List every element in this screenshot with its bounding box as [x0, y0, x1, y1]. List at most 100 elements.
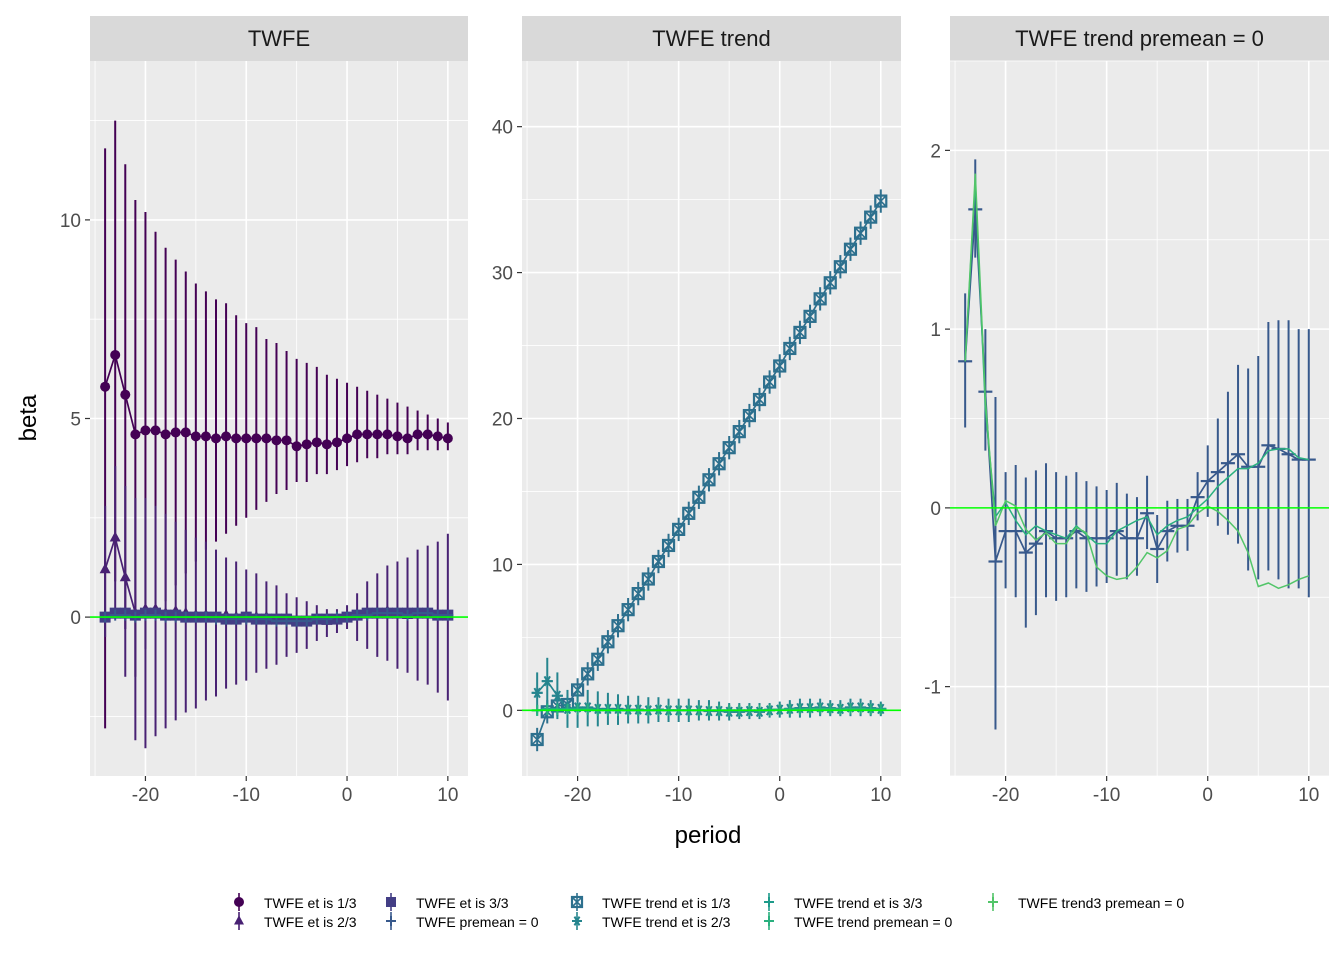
- data-point: [301, 439, 312, 450]
- series-3: [964, 173, 1310, 590]
- data-point: [231, 433, 242, 444]
- data-point: [551, 690, 563, 702]
- data-point: [221, 431, 232, 442]
- data-point: [874, 194, 888, 208]
- x-tick-label: -20: [564, 785, 591, 806]
- data-point: [130, 429, 141, 440]
- legend-label: TWFE trend3 premean = 0: [1018, 895, 1184, 911]
- data-point: [732, 425, 746, 439]
- data-point: [260, 613, 272, 625]
- data-point: [442, 609, 454, 621]
- data-point: [250, 613, 262, 625]
- data-point: [109, 609, 121, 621]
- legend-label: TWFE et is 2/3: [264, 914, 357, 930]
- x-tick-label: -20: [132, 785, 159, 806]
- data-point: [230, 613, 242, 625]
- data-point: [712, 457, 726, 471]
- data-point: [241, 433, 252, 444]
- legend-entry: TWFE et is 2/3: [234, 912, 357, 930]
- data-point: [281, 435, 292, 446]
- data-point: [844, 703, 856, 715]
- facet-panel-1: TWFE -20 -10 0 10 0 5 10: [60, 16, 468, 806]
- legend-label: TWFE trend et is 1/3: [602, 895, 731, 911]
- y-tick-label: 40: [492, 118, 513, 139]
- data-point: [531, 687, 543, 699]
- legend: TWFE et is 1/3 TWFE et is 2/3 TWFE et is 3…: [234, 893, 1184, 930]
- data-point: [661, 538, 676, 553]
- legend-label: TWFE et is 3/3: [416, 895, 509, 911]
- data-point: [581, 667, 595, 681]
- panel-data: [522, 189, 901, 752]
- legend-entry: TWFE trend et is 2/3: [572, 912, 731, 930]
- facet-title: TWFE trend: [652, 26, 771, 51]
- data-point: [692, 490, 706, 504]
- data-point: [139, 609, 151, 621]
- data-point: [321, 613, 333, 625]
- facet-title: TWFE: [248, 26, 310, 51]
- data-point: [432, 609, 444, 621]
- series-line: [964, 173, 1310, 590]
- legend-label: TWFE trend premean = 0: [794, 914, 953, 930]
- data-point: [150, 609, 162, 621]
- data-point: [311, 613, 323, 625]
- legend-entry: TWFE et is 1/3: [234, 893, 357, 911]
- legend-key-symbol: [386, 916, 396, 926]
- data-point: [793, 325, 807, 340]
- x-tick-label: 10: [1298, 785, 1319, 806]
- data-point: [752, 392, 767, 407]
- legend-key-symbol: [988, 897, 998, 907]
- data-point: [864, 210, 878, 224]
- y-axis-title: beta: [15, 394, 42, 441]
- data-point: [109, 531, 121, 542]
- data-point: [702, 473, 716, 487]
- data-point: [803, 309, 817, 323]
- data-point: [621, 603, 635, 617]
- data-point: [271, 435, 282, 446]
- x-tick-label: 10: [437, 785, 458, 806]
- legend-key-symbol: [572, 916, 582, 926]
- legend-label: TWFE et is 1/3: [264, 895, 357, 911]
- data-point: [261, 433, 272, 444]
- data-point: [530, 732, 544, 747]
- data-point: [601, 635, 615, 649]
- data-point: [382, 429, 393, 440]
- data-point: [682, 506, 696, 520]
- data-point: [180, 427, 191, 438]
- data-point: [99, 563, 111, 574]
- facet-title: TWFE trend premean = 0: [1015, 26, 1264, 51]
- data-point: [402, 433, 413, 444]
- data-point: [291, 441, 302, 452]
- data-point: [412, 429, 423, 440]
- legend-key-symbol: [570, 895, 584, 909]
- data-point: [833, 260, 847, 274]
- data-point: [631, 587, 645, 601]
- legend-key-symbol: [764, 916, 774, 926]
- data-point: [120, 389, 131, 400]
- data-point: [140, 425, 151, 436]
- data-point: [541, 675, 553, 687]
- data-point: [773, 359, 787, 373]
- data-point: [211, 433, 221, 444]
- data-point: [422, 429, 433, 440]
- legend-label: TWFE premean = 0: [416, 914, 539, 930]
- legend-label: TWFE trend et is 2/3: [602, 914, 731, 930]
- data-point: [783, 341, 797, 356]
- x-tick-label: -10: [1093, 785, 1120, 806]
- y-tick-label: 2: [930, 141, 941, 162]
- data-point: [742, 408, 757, 423]
- x-tick-label: 0: [342, 785, 353, 806]
- data-point: [311, 437, 322, 448]
- data-point: [813, 292, 827, 306]
- data-point: [352, 429, 363, 440]
- x-tick-label: 0: [1202, 785, 1213, 806]
- legend-entry: TWFE trend premean = 0: [764, 912, 953, 930]
- data-point: [722, 441, 736, 455]
- data-point: [170, 427, 181, 438]
- data-point: [843, 242, 858, 256]
- legend-entry: TWFE premean = 0: [386, 912, 539, 930]
- y-tick-label: 0: [70, 608, 81, 629]
- y-tick-label: 1: [930, 320, 941, 341]
